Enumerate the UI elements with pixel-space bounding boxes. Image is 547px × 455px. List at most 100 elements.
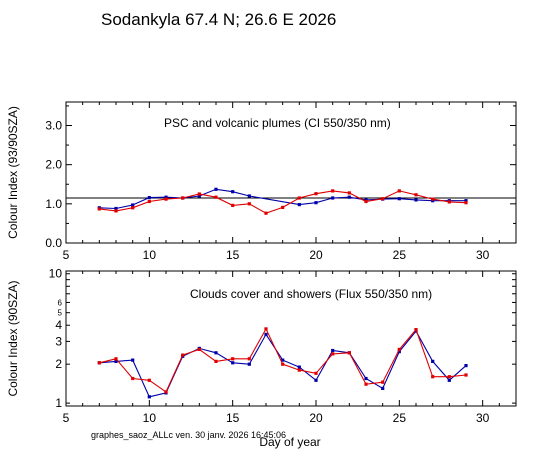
data-point-red xyxy=(147,378,151,382)
y-tick-label: 0.0 xyxy=(45,236,62,250)
data-point-red xyxy=(147,199,151,204)
x-tick-label: 10 xyxy=(143,411,157,425)
data-point-blue xyxy=(131,358,135,362)
data-point-red xyxy=(381,197,385,201)
y-tick-label: 2.0 xyxy=(45,158,62,172)
data-point-red xyxy=(281,205,285,209)
data-point-red xyxy=(297,196,301,200)
y-tick-label: 6 xyxy=(58,298,63,307)
data-point-red xyxy=(164,390,168,394)
data-point-red xyxy=(397,347,401,351)
y-tick-label: 3 xyxy=(55,334,62,348)
y-axis-label: Colour Index (93/90SZA) xyxy=(6,106,20,239)
data-point-red xyxy=(414,328,418,332)
data-point-blue xyxy=(147,395,151,399)
data-point-red xyxy=(181,353,185,357)
x-axis-label: Day of year xyxy=(259,435,320,449)
x-tick-label: 10 xyxy=(143,248,157,262)
data-point-blue xyxy=(281,358,285,362)
data-point-red xyxy=(381,380,385,384)
data-point-red xyxy=(231,357,235,361)
data-point-blue xyxy=(247,194,251,198)
data-point-red xyxy=(231,203,235,207)
panel-annotation: Clouds cover and showers (Flux 550/350 n… xyxy=(190,287,432,301)
data-point-blue xyxy=(431,199,435,203)
data-point-blue xyxy=(414,198,418,202)
data-point-blue xyxy=(297,203,301,207)
data-point-red xyxy=(447,200,451,204)
data-point-red xyxy=(364,199,368,204)
data-point-red xyxy=(397,189,401,193)
data-point-red xyxy=(414,193,418,197)
data-point-red xyxy=(97,207,101,211)
data-point-blue xyxy=(314,378,318,382)
plot-frame xyxy=(65,101,517,244)
y-axis-label: Colour Index (90SZA) xyxy=(6,280,20,396)
data-point-blue xyxy=(447,378,451,382)
data-point-red xyxy=(114,209,118,213)
data-point-red xyxy=(281,362,285,366)
data-point-blue xyxy=(164,195,168,199)
data-point-blue xyxy=(397,350,401,354)
x-tick-label: 15 xyxy=(226,411,240,425)
x-tick-label: 5 xyxy=(63,248,70,262)
y-tick-label: 10 xyxy=(49,267,63,281)
data-point-blue xyxy=(297,365,301,369)
data-point-blue xyxy=(314,201,318,205)
x-tick-label: 20 xyxy=(309,411,323,425)
x-tick-label: 25 xyxy=(393,248,407,262)
data-point-red xyxy=(314,192,318,196)
data-point-red xyxy=(331,189,335,193)
data-point-blue xyxy=(464,199,468,203)
data-point-red xyxy=(464,201,468,205)
series-line-blue xyxy=(99,188,466,210)
data-point-blue xyxy=(397,197,401,201)
data-point-red xyxy=(197,192,201,196)
y-tick-label: 1 xyxy=(55,396,62,410)
data-point-red xyxy=(181,196,185,200)
panel-annotation: PSC and volcanic plumes (CI 550/350 nm) xyxy=(164,116,391,130)
y-tick-label: 1.0 xyxy=(45,197,62,211)
data-point-blue xyxy=(264,332,268,336)
data-point-red xyxy=(264,211,268,215)
data-point-blue xyxy=(464,364,468,368)
data-point-blue xyxy=(231,361,235,365)
data-point-blue xyxy=(114,359,118,363)
data-point-blue xyxy=(147,196,151,200)
data-point-red xyxy=(247,357,251,361)
data-point-red xyxy=(214,359,218,363)
data-point-blue xyxy=(214,351,218,355)
data-point-red xyxy=(364,382,368,386)
data-point-red xyxy=(247,202,251,206)
data-point-blue xyxy=(381,386,385,390)
data-point-red xyxy=(214,195,218,199)
data-point-red xyxy=(431,197,435,201)
plot-frame xyxy=(65,270,517,407)
x-tick-label: 30 xyxy=(476,411,490,425)
data-point-blue xyxy=(114,206,118,211)
panel-psc: 5 10 15 20 25 30 0.0 1.0 2.0 3.0 PSC and volcanic … xyxy=(6,101,517,262)
y-tick-label: 3.0 xyxy=(45,119,62,133)
x-tick-label: 15 xyxy=(226,248,240,262)
data-point-red xyxy=(131,206,135,210)
data-point-blue xyxy=(231,190,235,194)
data-point-red xyxy=(297,368,301,372)
data-point-red xyxy=(431,375,435,379)
chart-title: Sodankyla 67.4 N; 26.6 E 2026 xyxy=(101,10,336,29)
data-point-blue xyxy=(331,348,335,353)
data-point-blue xyxy=(247,362,251,366)
data-point-blue xyxy=(331,196,335,200)
data-point-red xyxy=(164,197,168,201)
data-point-red xyxy=(314,371,318,375)
data-point-red xyxy=(347,351,351,355)
y-tick-label: 2 xyxy=(55,357,62,371)
x-tick-label: 20 xyxy=(309,248,323,262)
data-point-blue xyxy=(197,194,201,198)
data-point-blue xyxy=(431,359,435,363)
data-point-red xyxy=(197,347,201,351)
data-point-red xyxy=(447,375,451,379)
data-point-blue xyxy=(347,195,351,199)
y-tick-label: 5 xyxy=(58,309,63,318)
